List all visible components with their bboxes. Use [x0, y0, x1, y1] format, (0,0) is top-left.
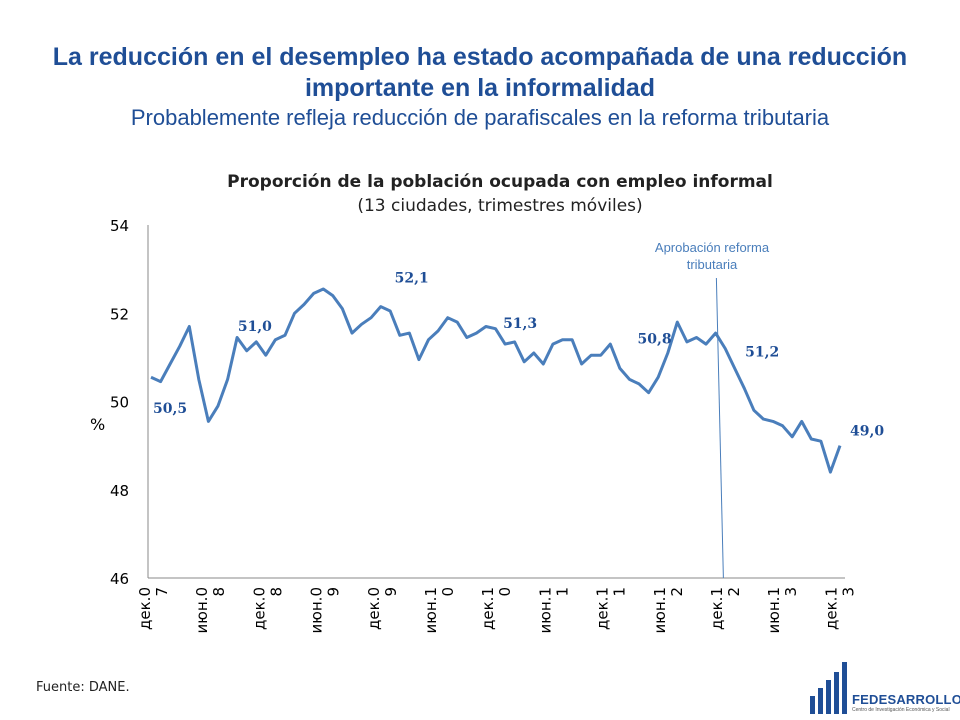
x-tick-label: июн.0 9 — [308, 587, 343, 634]
x-tick-line2: 0 — [496, 587, 514, 597]
x-tick-line1: дек.0 — [136, 587, 154, 630]
x-tick-line2: 0 — [439, 587, 457, 597]
data-label: 51,0 — [238, 319, 272, 335]
x-tick-line1: июн.1 — [536, 587, 554, 634]
logo-name: FEDESARROLLO — [852, 692, 960, 707]
x-tick-line1: июн.1 — [765, 587, 783, 634]
x-tick-line1: дек.1 — [479, 587, 497, 630]
x-tick-label: дек.0 8 — [250, 587, 285, 630]
x-tick-line2: 3 — [839, 587, 857, 597]
x-tick-line1: дек.1 — [708, 587, 726, 630]
x-tick-line2: 1 — [553, 587, 571, 597]
data-label: 49,0 — [850, 424, 884, 440]
y-tick-label: 48 — [110, 482, 129, 500]
x-tick-line1: июн.1 — [651, 587, 669, 634]
x-tick-label: дек.0 9 — [365, 587, 400, 630]
x-tick-line2: 8 — [267, 587, 285, 597]
page-title: La reducción en el desempleo ha estado a… — [52, 43, 908, 102]
x-tick-line1: дек.1 — [594, 587, 612, 630]
x-tick-label: дек.0 7 — [136, 587, 171, 630]
x-tick-label: июн.1 2 — [651, 587, 686, 634]
x-tick-label: дек.1 1 — [594, 587, 629, 630]
logo-tagline: Centro de Investigación Económica y Soci… — [852, 707, 950, 713]
chart-title: Proporción de la población ocupada con e… — [227, 172, 773, 192]
x-tick-label: июн.1 0 — [422, 587, 457, 634]
x-tick-line1: дек.1 — [822, 587, 840, 630]
data-label: 51,3 — [503, 316, 537, 332]
x-tick-label: июн.1 1 — [536, 587, 571, 634]
x-tick-line1: июн.1 — [422, 587, 440, 634]
x-tick-label: дек.1 2 — [708, 587, 743, 630]
x-tick-line1: дек.0 — [365, 587, 383, 630]
data-label: 50,5 — [153, 401, 187, 417]
x-tick-line1: июн.0 — [193, 587, 211, 634]
x-tick-line1: дек.0 — [250, 587, 268, 630]
y-tick-label: 52 — [110, 305, 129, 323]
x-tick-line2: 8 — [210, 587, 228, 597]
x-tick-label: дек.1 3 — [822, 587, 857, 630]
annotation-text: Aprobación reforma — [655, 240, 770, 255]
data-label: 50,8 — [637, 331, 671, 347]
x-tick-label: июн.0 8 — [193, 587, 228, 634]
series-line — [150, 287, 842, 474]
y-axis-label: % — [90, 415, 105, 434]
logo-bars-icon — [810, 662, 847, 714]
annotation-text: tributaria — [687, 257, 738, 272]
x-tick-line2: 9 — [382, 587, 400, 597]
annotation-line — [715, 277, 724, 579]
x-tick-label: июн.1 3 — [765, 587, 800, 634]
data-label: 51,2 — [745, 345, 779, 361]
x-tick-line2: 1 — [611, 587, 629, 597]
chart-title-block: Proporción de la población ocupada con e… — [150, 170, 850, 218]
data-label: 52,1 — [395, 271, 429, 287]
fedesarrollo-logo: FEDESARROLLO Centro de Investigación Eco… — [806, 660, 960, 716]
x-tick-line2: 2 — [725, 587, 743, 597]
page-subtitle: Probablemente refleja reducción de paraf… — [130, 105, 830, 130]
y-tick-label: 54 — [110, 217, 129, 235]
x-tick-line2: 9 — [325, 587, 343, 597]
x-tick-line2: 2 — [668, 587, 686, 597]
x-tick-line2: 7 — [153, 587, 171, 597]
source-note: Fuente: DANE. — [36, 680, 130, 695]
x-tick-line1: июн.0 — [308, 587, 326, 634]
title-block: La reducción en el desempleo ha estado a… — [0, 42, 960, 132]
x-tick-line2: 3 — [782, 587, 800, 597]
chart-subtitle: (13 ciudades, trimestres móviles) — [357, 196, 643, 216]
y-tick-label: 46 — [110, 570, 129, 588]
y-tick-label: 50 — [110, 394, 129, 412]
x-tick-label: дек.1 0 — [479, 587, 514, 630]
